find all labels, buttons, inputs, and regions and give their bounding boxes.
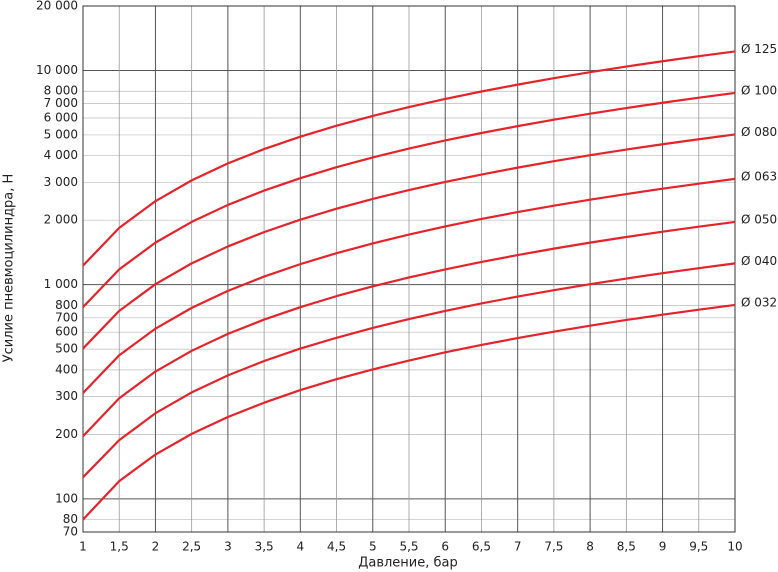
y-tick-label: 2 000 bbox=[44, 213, 78, 227]
series-label: Ø 050 bbox=[741, 212, 777, 226]
y-tick-label: 8 000 bbox=[44, 84, 78, 98]
x-tick-label: 10 bbox=[727, 540, 742, 554]
plot-frame bbox=[82, 5, 736, 533]
series-line bbox=[82, 91, 736, 308]
y-tick-label: 800 bbox=[55, 298, 78, 312]
y-tick-label: 3 000 bbox=[44, 175, 78, 189]
x-tick-label: 2,5 bbox=[182, 540, 201, 554]
x-tick-label: 5,5 bbox=[399, 540, 418, 554]
series-label: Ø 100 bbox=[741, 83, 777, 97]
y-tick-label: 10 000 bbox=[36, 63, 78, 77]
x-tick-label: 6 bbox=[441, 540, 449, 554]
y-tick-label: 80 bbox=[63, 512, 78, 526]
y-tick-label: 5 000 bbox=[44, 127, 78, 141]
series-label: Ø 032 bbox=[741, 295, 777, 309]
x-tick-label: 9 bbox=[659, 540, 667, 554]
x-tick-label: 1,5 bbox=[110, 540, 129, 554]
series-label: Ø 080 bbox=[741, 125, 777, 139]
y-axis-title: Усилие пневмоцилиндра, Н bbox=[2, 174, 17, 363]
series-line bbox=[82, 50, 736, 267]
x-tick-label: 4 bbox=[297, 540, 305, 554]
x-tick-label: 3,5 bbox=[255, 540, 274, 554]
series-line bbox=[82, 177, 736, 394]
y-tick-label: 700 bbox=[55, 310, 78, 324]
series-line bbox=[82, 220, 736, 437]
series-line bbox=[82, 303, 736, 521]
y-tick-label: 200 bbox=[55, 427, 78, 441]
y-tick-label: 1 000 bbox=[44, 277, 78, 291]
series-label: Ø 040 bbox=[741, 254, 777, 268]
y-tick-label: 70 bbox=[63, 525, 78, 539]
x-tick-label: 5 bbox=[369, 540, 377, 554]
y-tick-label: 100 bbox=[55, 491, 78, 505]
x-tick-label: 8,5 bbox=[617, 540, 636, 554]
x-tick-label: 9,5 bbox=[689, 540, 708, 554]
y-tick-label: 4 000 bbox=[44, 148, 78, 162]
x-tick-label: 7 bbox=[514, 540, 522, 554]
series-line bbox=[82, 133, 736, 350]
x-tick-label: 6,5 bbox=[472, 540, 491, 554]
y-tick-label: 400 bbox=[55, 362, 78, 376]
series-label: Ø 063 bbox=[741, 169, 777, 183]
y-tick-label: 600 bbox=[55, 325, 78, 339]
x-axis-title: Давление, бар bbox=[358, 556, 458, 571]
y-tick-label: 7 000 bbox=[44, 96, 78, 110]
x-tick-label: 8 bbox=[586, 540, 594, 554]
x-tick-label: 7,5 bbox=[544, 540, 563, 554]
x-tick-label: 2 bbox=[152, 540, 160, 554]
series-line bbox=[82, 262, 736, 479]
series-label: Ø 125 bbox=[741, 42, 777, 56]
y-tick-label: 300 bbox=[55, 389, 78, 403]
y-tick-label: 20 000 bbox=[36, 0, 78, 13]
x-tick-label: 4,5 bbox=[327, 540, 346, 554]
x-tick-label: 3 bbox=[224, 540, 232, 554]
y-tick-label: 500 bbox=[55, 342, 78, 356]
x-tick-label: 1 bbox=[79, 540, 87, 554]
y-tick-label: 6 000 bbox=[44, 110, 78, 124]
